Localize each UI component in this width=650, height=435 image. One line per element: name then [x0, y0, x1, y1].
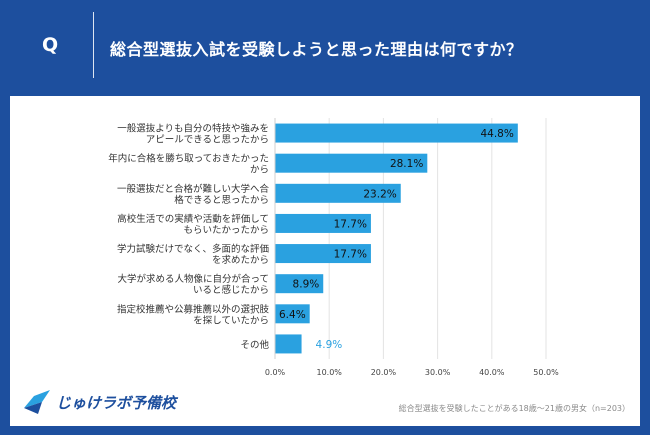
category-label: 格できると思ったから [174, 194, 269, 206]
category-label: 一般選抜だと合格が難しい大学へ合 [117, 183, 270, 195]
value-label: 44.8% [480, 128, 513, 140]
x-tick-label: 50.0% [533, 368, 559, 377]
category-label: 大学が求める人物像に自分が合って [117, 273, 269, 285]
category-label: から [250, 165, 269, 176]
value-label: 28.1% [390, 158, 423, 170]
category-label: いると感じたから [193, 284, 269, 296]
category-label: 指定校推薦や公募推薦以外の選択肢 [117, 303, 270, 315]
q-label: Q [42, 34, 59, 56]
x-tick-label: 0.0% [265, 368, 286, 377]
question-title: 総合型選抜入試を受験しようと思った理由は何ですか？ [110, 40, 523, 59]
header-divider [93, 12, 94, 78]
bar [275, 213, 371, 233]
value-label: 6.4% [279, 309, 306, 321]
value-label: 17.7% [334, 218, 367, 230]
category-label: その他 [240, 339, 269, 351]
x-tick-label: 20.0% [371, 368, 397, 377]
chart-card: 0.0% 10.0% 20.0% 30.0% 40.0% 50.0% 一般選抜よりも自分の特… [10, 96, 640, 426]
bar [275, 123, 518, 143]
x-tick-label: 30.0% [425, 368, 451, 377]
category-label: を探していたから [193, 314, 269, 326]
bar [275, 304, 310, 324]
bar [275, 183, 401, 203]
x-tick-label: 10.0% [316, 368, 342, 377]
category-label: アピールできると思ったから [146, 135, 269, 146]
bar-chart: 0.0% 10.0% 20.0% 30.0% 40.0% 50.0% 一般選抜よりも自分の特… [108, 118, 559, 377]
value-label: 4.9% [316, 339, 343, 351]
logo: じゅけラボ予備校 [22, 387, 176, 417]
x-tick-label: 40.0% [479, 368, 505, 377]
value-label: 8.9% [293, 279, 320, 291]
category-label: 学力試験だけでなく、多面的な評価 [117, 243, 270, 255]
category-label: 一般選抜よりも自分の特技や強みを [117, 123, 269, 135]
footnote: 総合型選抜を受験したことがある18歳～21歳の男女（n=203） [398, 404, 630, 413]
value-label: 23.2% [363, 188, 396, 200]
bar [275, 274, 324, 294]
value-label: 17.7% [334, 249, 367, 261]
category-label: 年内に合格を勝ち取っておきたかった [108, 153, 269, 165]
logo-icon [24, 390, 50, 414]
logo-text: じゅけラボ予備校 [56, 393, 177, 412]
category-label: を求めたから [212, 254, 269, 266]
category-label: もらいたかったから [183, 225, 269, 236]
header: Q 総合型選抜入試を受験しようと思った理由は何ですか？ [0, 0, 650, 88]
bar [275, 153, 428, 173]
bar [275, 244, 371, 264]
category-label: 高校生活での実績や活動を評価して [117, 213, 269, 225]
bar [275, 334, 302, 354]
